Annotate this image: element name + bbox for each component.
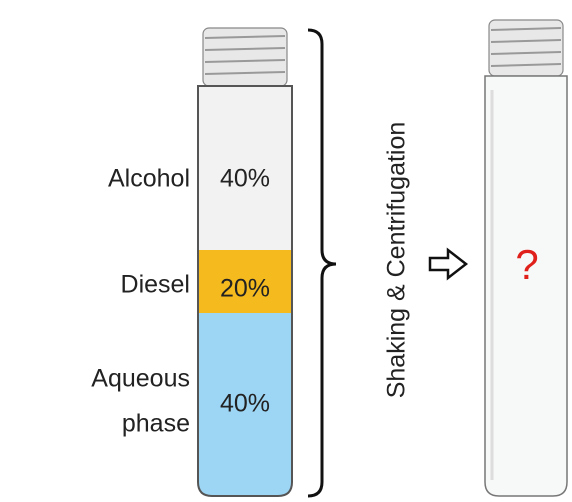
layer-percent: 40% — [220, 390, 270, 418]
arrow — [428, 247, 469, 281]
alcohol-layer — [198, 86, 292, 250]
thread — [490, 27, 562, 31]
thread — [490, 51, 562, 55]
thread — [490, 63, 562, 67]
unknown-mark: ? — [515, 241, 538, 288]
layer-label: Aqueous — [91, 365, 190, 393]
diesel-layer — [198, 250, 292, 313]
layer-label: phase — [122, 410, 190, 438]
tube-outline — [197, 85, 293, 497]
layer-percent: 20% — [220, 275, 270, 303]
process-label: Shaking & Centrifugation — [383, 122, 411, 399]
tube-body — [484, 75, 568, 497]
aqueous-layer — [198, 313, 292, 496]
layer-label: Alcohol — [108, 165, 190, 193]
thread — [204, 71, 286, 75]
bracket — [307, 28, 337, 498]
layer-percent: 40% — [220, 165, 270, 193]
thread — [490, 39, 562, 43]
thread — [204, 35, 286, 39]
thread — [204, 59, 286, 63]
thread — [204, 47, 286, 51]
right-tube — [484, 19, 568, 497]
left-tube — [197, 27, 293, 497]
layer-label: Diesel — [121, 271, 190, 299]
